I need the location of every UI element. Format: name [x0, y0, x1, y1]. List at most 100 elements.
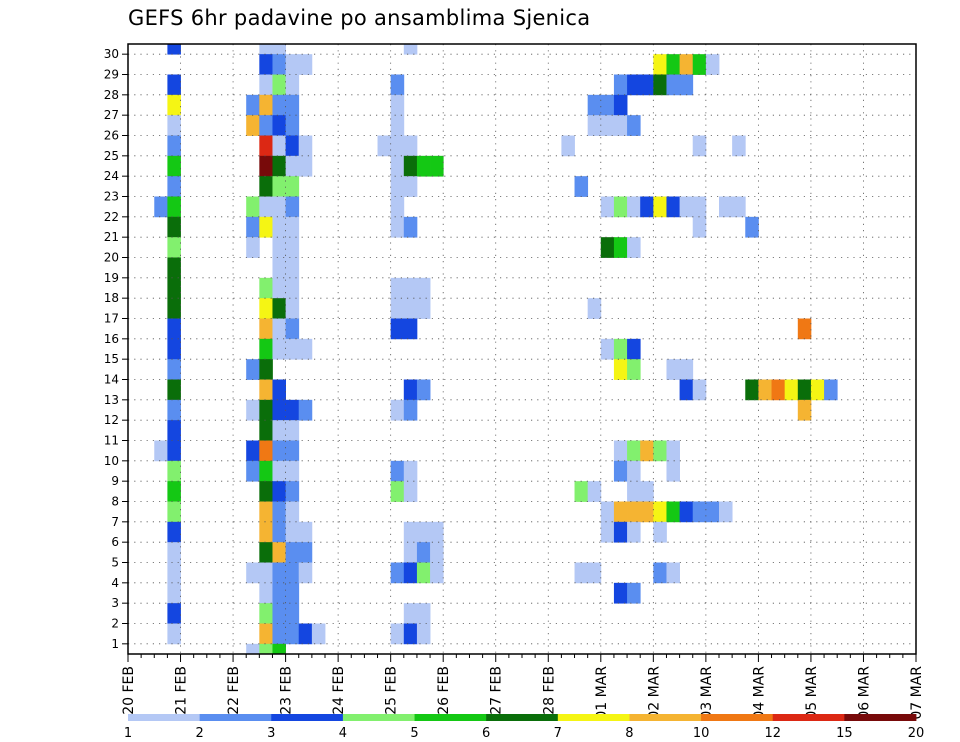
heatmap-cell	[272, 216, 286, 238]
heatmap-cell	[561, 135, 575, 157]
heatmap-cell	[167, 216, 181, 238]
y-tick-label: 23	[104, 190, 119, 204]
heatmap-cell	[403, 135, 418, 157]
heatmap-cell	[797, 379, 812, 401]
heatmap-cell	[390, 176, 405, 197]
heatmap-cell	[666, 460, 680, 482]
heatmap-cell	[285, 115, 300, 136]
heatmap-cell	[653, 74, 667, 96]
y-tick-label: 16	[104, 332, 119, 346]
heatmap-cell	[600, 338, 615, 360]
colorbar: 1 2 3 4 5 6 7 8 10 12 15 20	[124, 714, 924, 741]
heatmap-cell	[167, 237, 181, 258]
heatmap-cell	[298, 562, 313, 584]
heatmap-cell	[285, 216, 300, 238]
heatmap-cell	[390, 318, 405, 340]
heatmap-cell	[272, 94, 286, 116]
x-tick-label: 25 FEB	[384, 666, 400, 715]
heatmap-cell	[298, 623, 313, 645]
y-axis-ticks: 1234567891011121314151617181920212223242…	[104, 47, 128, 651]
colorbar-swatch	[486, 714, 559, 721]
heatmap-cell	[285, 318, 300, 340]
heatmap-cell	[613, 359, 628, 380]
heatmap-cell	[259, 298, 273, 319]
heatmap-cell	[285, 176, 300, 197]
heatmap-cell	[390, 298, 405, 319]
heatmap-cell	[784, 379, 799, 401]
heatmap-cell	[259, 176, 273, 197]
heatmap-cell	[692, 501, 707, 523]
heatmap-cell	[613, 237, 628, 258]
heatmap-cell	[574, 562, 589, 584]
y-tick-label: 9	[111, 474, 119, 488]
heatmap-cell	[167, 155, 181, 177]
heatmap-cell	[285, 562, 300, 584]
grid-lines	[128, 44, 916, 654]
heatmap-cell	[627, 501, 641, 523]
heatmap-cell	[167, 257, 181, 279]
heatmap-cell	[692, 216, 707, 238]
heatmap-cell	[259, 501, 273, 523]
heatmap-cell	[246, 94, 260, 116]
heatmap-cell	[167, 115, 181, 136]
heatmap-cell	[246, 237, 260, 258]
heatmap-cell	[285, 257, 300, 279]
heatmap-cell	[259, 277, 273, 299]
heatmap-cell	[272, 603, 286, 624]
heatmap-cell	[167, 603, 181, 624]
heatmap-cell	[390, 216, 405, 238]
heatmap-cell	[613, 94, 628, 116]
heatmap-cell	[627, 196, 641, 218]
heatmap-cell	[613, 338, 628, 360]
heatmap-cell	[246, 399, 260, 421]
heatmap-cell	[272, 582, 286, 604]
colorbar-label: 20	[908, 726, 925, 741]
heatmap-cell	[259, 460, 273, 482]
heatmap-cell	[272, 501, 286, 523]
heatmap-cell	[272, 643, 286, 655]
heatmap-cell	[600, 501, 615, 523]
heatmap-cell	[285, 420, 300, 441]
heatmap-cell	[390, 460, 405, 482]
x-tick-label: 04 MAR	[751, 666, 767, 720]
y-tick-label: 26	[104, 129, 119, 143]
heatmap-cell	[403, 318, 418, 340]
colorbar-swatch	[772, 714, 845, 721]
heatmap-cell	[587, 94, 602, 116]
heatmap-cell	[640, 440, 654, 462]
heatmap-cell	[600, 521, 615, 543]
heatmap-cell	[640, 196, 654, 218]
heatmap-cell	[259, 135, 273, 157]
heatmap-cell	[666, 501, 680, 523]
heatmap-cell	[745, 216, 759, 238]
colorbar-label: 3	[267, 726, 275, 741]
heatmap-cell	[285, 237, 300, 258]
heatmap-cell	[272, 74, 286, 96]
heatmap-cell	[416, 521, 431, 543]
heatmap-cell	[259, 399, 273, 421]
heatmap-cell	[666, 440, 680, 462]
heatmap-cell	[272, 420, 286, 441]
heatmap-cell	[640, 481, 654, 502]
colorbar-label: 15	[836, 726, 853, 741]
y-tick-label: 28	[104, 88, 119, 102]
heatmap-cell	[653, 521, 667, 543]
heatmap-cell	[167, 196, 181, 218]
heatmap-cell	[246, 196, 260, 218]
heatmap-cell	[692, 379, 707, 401]
heatmap-cell	[390, 399, 405, 421]
heatmap-cell	[403, 460, 418, 482]
heatmap-cell	[259, 94, 273, 116]
x-tick-label: 21 FEB	[174, 666, 190, 715]
heatmap-cell	[272, 115, 286, 136]
heatmap-cell	[285, 54, 300, 75]
heatmap-cell	[259, 562, 273, 584]
heatmap-cell	[719, 196, 733, 218]
y-tick-label: 15	[104, 352, 119, 366]
heatmap-cell	[298, 135, 313, 157]
heatmap-cell	[167, 94, 181, 116]
y-tick-label: 30	[104, 47, 119, 61]
heatmap-cell	[416, 623, 431, 645]
y-tick-label: 19	[104, 271, 119, 285]
y-tick-label: 12	[104, 413, 119, 427]
